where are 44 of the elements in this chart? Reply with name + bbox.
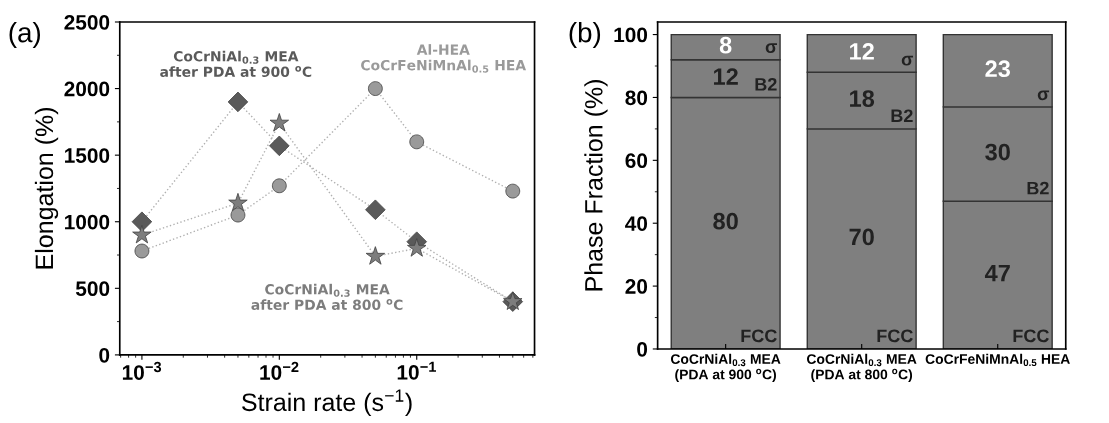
- data-label: 8: [719, 36, 732, 54]
- y-tick-label: 1000: [65, 214, 110, 230]
- x-tick-label: 10$^{−3}$: [122, 361, 162, 380]
- y-tick-label: 40: [625, 216, 648, 231]
- x-tick-label: CoCrNiAl$_{0.3}$ MEA (PDA at 900 $^{o}$C): [670, 353, 781, 383]
- series-label: σ: [765, 43, 777, 54]
- y-tick-label: 1500: [65, 148, 110, 163]
- text: CoCrNiAl$_{0.3}$ MEA after PDA at 900 $^{o}$C: [160, 50, 312, 78]
- x-tick-label: CoCrNiAl$_{0.3}$ MEA (PDA at 800 $^{o}$C): [806, 353, 917, 383]
- data-label: 47: [984, 264, 1010, 282]
- y-tick-label: 2000: [64, 81, 110, 97]
- y-tick-label: 500: [75, 281, 110, 297]
- y-tick-label: 100: [614, 27, 648, 43]
- x-tick-label: CoCrFeNiMnAl$_{0.5}$ HEA: [925, 353, 1070, 367]
- series-label: Al-HEA CoCrFeNiMnAl$_{0.5}$ HEA: [361, 44, 527, 73]
- text: σ: [1037, 90, 1050, 101]
- y-tick-label: 80: [625, 90, 648, 106]
- chart-title: (a): [9, 22, 41, 48]
- data-label: 23: [985, 60, 1011, 78]
- y-tick-label: 60: [625, 153, 648, 169]
- series-label: FCC: [741, 329, 777, 343]
- text: CoCrNiAl$_{0.3}$ MEA after PDA at 800 $^{o}$C: [251, 283, 403, 311]
- x-tick-label: 10$^{−2}$: [260, 361, 299, 380]
- text: FCC: [1013, 329, 1049, 343]
- x-axis-title: Strain rate (s$^{−1}$): [242, 389, 412, 417]
- chart-title: (b): [569, 22, 601, 48]
- text: B2: [1027, 181, 1049, 195]
- data-label: 30: [985, 143, 1010, 161]
- text: σ: [901, 55, 914, 66]
- text: FCC: [877, 329, 913, 343]
- y-tick-label: 2500: [64, 15, 110, 30]
- y-tick-label: 0: [637, 341, 648, 357]
- data-label: 80: [713, 212, 738, 230]
- data-label: 70: [849, 228, 874, 246]
- y-tick-label: 20: [625, 279, 648, 294]
- y-axis-title: Elongation (%): [34, 108, 59, 269]
- x-tick-label: 10$^{−1}$: [397, 361, 437, 380]
- data-label: 12: [714, 68, 738, 85]
- y-tick-label: 0: [99, 347, 110, 363]
- series-label: B2: [755, 77, 777, 91]
- data-label: 12: [850, 43, 874, 60]
- data-label: 18: [850, 90, 875, 107]
- text: B2: [891, 109, 913, 122]
- y-axis-title: Phase Fraction (%): [584, 80, 608, 291]
